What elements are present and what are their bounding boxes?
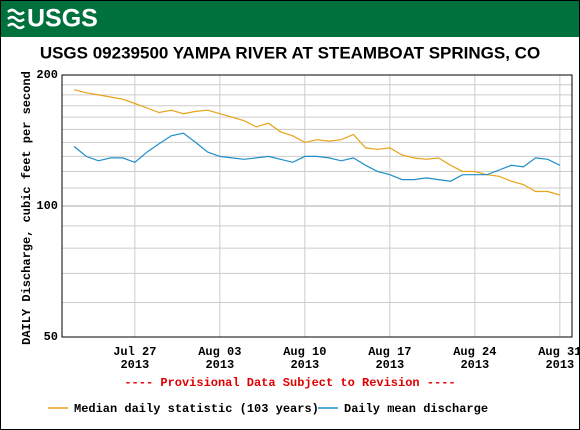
logo-text: USGS (27, 5, 98, 33)
x-tick-label: Aug 10 (283, 345, 326, 359)
y-tick-label: 200 (36, 68, 58, 82)
legend-label: Daily mean discharge (344, 402, 488, 416)
annotation: ---- Provisional Data Subject to Revisio… (124, 376, 455, 390)
x-tick-year: 2013 (375, 358, 404, 372)
y-axis-label: DAILY Discharge, cubic feet per second (20, 71, 34, 345)
x-tick-year: 2013 (205, 358, 234, 372)
plot-frame (61, 74, 573, 338)
x-tick-label: Aug 31 (538, 345, 580, 359)
x-tick-year: 2013 (460, 358, 489, 372)
banner (1, 1, 579, 37)
x-tick-year: 2013 (120, 358, 149, 372)
x-tick-label: Aug 03 (198, 345, 241, 359)
x-tick-label: Aug 24 (453, 345, 496, 359)
y-tick-label: 100 (36, 199, 58, 213)
x-tick-year: 2013 (290, 358, 319, 372)
series-line (73, 132, 561, 182)
y-tick-label: 50 (44, 330, 58, 344)
logo-waves (7, 8, 25, 30)
legend-label: Median daily statistic (103 years) (74, 402, 319, 416)
x-tick-label: Aug 17 (368, 345, 411, 359)
series-line (73, 89, 561, 196)
x-tick-year: 2013 (545, 358, 574, 372)
chart-title: USGS 09239500 YAMPA RIVER AT STEAMBOAT S… (40, 43, 540, 62)
x-tick-label: Jul 27 (113, 345, 156, 359)
